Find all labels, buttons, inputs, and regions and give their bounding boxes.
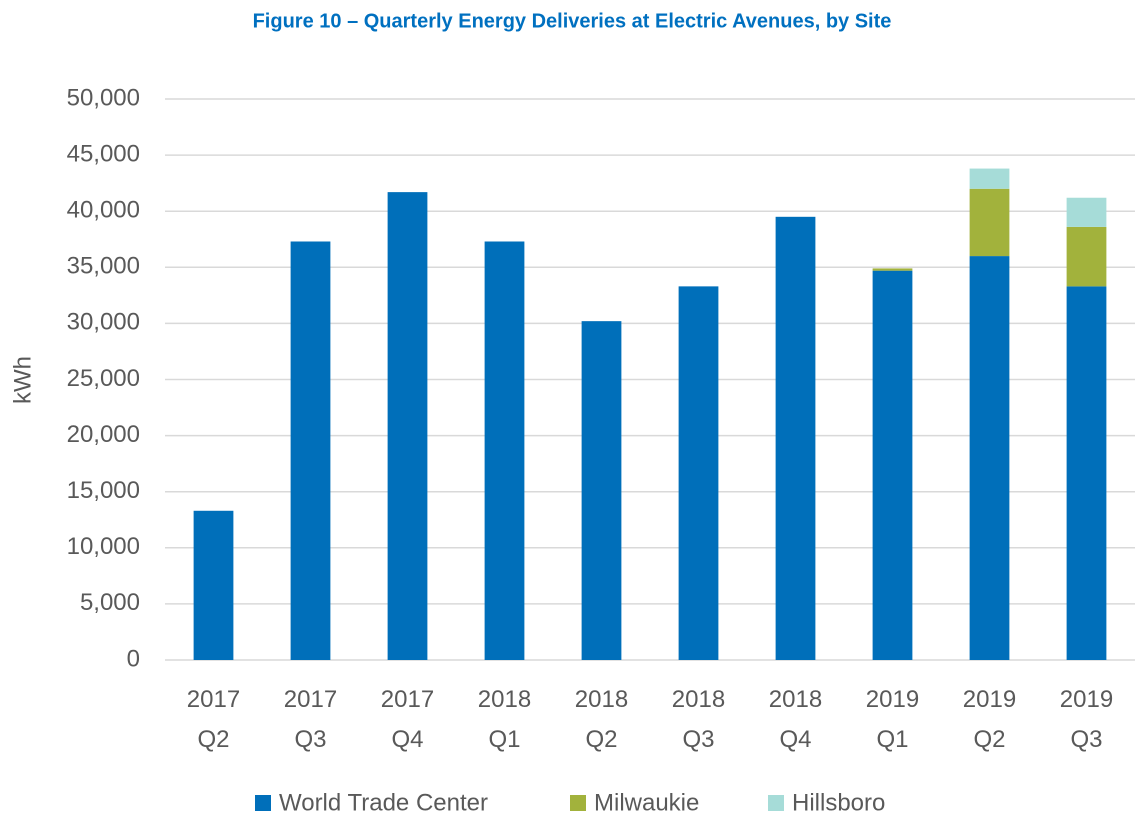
x-tick-label: 2018 Q3 bbox=[671, 686, 726, 753]
bar-segment bbox=[1066, 226, 1107, 287]
legend-swatch bbox=[768, 795, 784, 811]
y-tick-label: 0 bbox=[127, 645, 140, 672]
bar-segment bbox=[775, 216, 816, 660]
y-tick-label: 35,000 bbox=[67, 253, 140, 280]
y-tick-label: 25,000 bbox=[67, 365, 140, 392]
bar-segment bbox=[872, 268, 913, 271]
y-tick-label: 5,000 bbox=[80, 589, 140, 616]
x-tick-label: 2019 Q3 bbox=[1059, 686, 1114, 753]
y-tick-label: 50,000 bbox=[67, 84, 140, 111]
x-tick-label: 2019 Q1 bbox=[865, 686, 920, 753]
legend-label: Hillsboro bbox=[792, 789, 885, 815]
y-tick-label: 10,000 bbox=[67, 533, 140, 560]
bar-segment bbox=[193, 510, 234, 660]
y-tick-label: 40,000 bbox=[67, 197, 140, 224]
bar-segment bbox=[1066, 286, 1107, 660]
x-tick-label: 2018 Q4 bbox=[768, 686, 823, 753]
bar-segment bbox=[387, 192, 428, 660]
x-tick-label: 2017 Q4 bbox=[380, 686, 435, 753]
bar-segment bbox=[678, 286, 719, 660]
legend-swatch bbox=[570, 795, 586, 811]
legend-label: Milwaukie bbox=[594, 789, 699, 815]
bar-segment bbox=[872, 270, 913, 660]
bar-segment bbox=[1066, 197, 1107, 227]
y-tick-label: 30,000 bbox=[67, 309, 140, 336]
bar-segment bbox=[484, 241, 525, 660]
bar-segment bbox=[969, 256, 1010, 660]
legend-swatch bbox=[255, 795, 271, 811]
bar-segment bbox=[969, 168, 1010, 189]
y-tick-label: 15,000 bbox=[67, 477, 140, 504]
legend-label: World Trade Center bbox=[279, 789, 488, 815]
y-tick-label: 45,000 bbox=[67, 140, 140, 167]
bar-segment bbox=[290, 241, 331, 660]
chart-title: Figure 10 – Quarterly Energy Deliveries … bbox=[253, 10, 892, 32]
x-tick-label: 2017 Q2 bbox=[186, 686, 241, 753]
x-tick-label: 2018 Q1 bbox=[477, 686, 532, 753]
bar-segment bbox=[969, 188, 1010, 257]
y-axis-label: kWh bbox=[9, 356, 36, 404]
x-tick-label: 2019 Q2 bbox=[962, 686, 1017, 753]
x-tick-label: 2017 Q3 bbox=[283, 686, 338, 753]
bar-segment bbox=[581, 321, 622, 660]
y-tick-label: 20,000 bbox=[67, 421, 140, 448]
x-tick-label: 2018 Q2 bbox=[574, 686, 629, 753]
